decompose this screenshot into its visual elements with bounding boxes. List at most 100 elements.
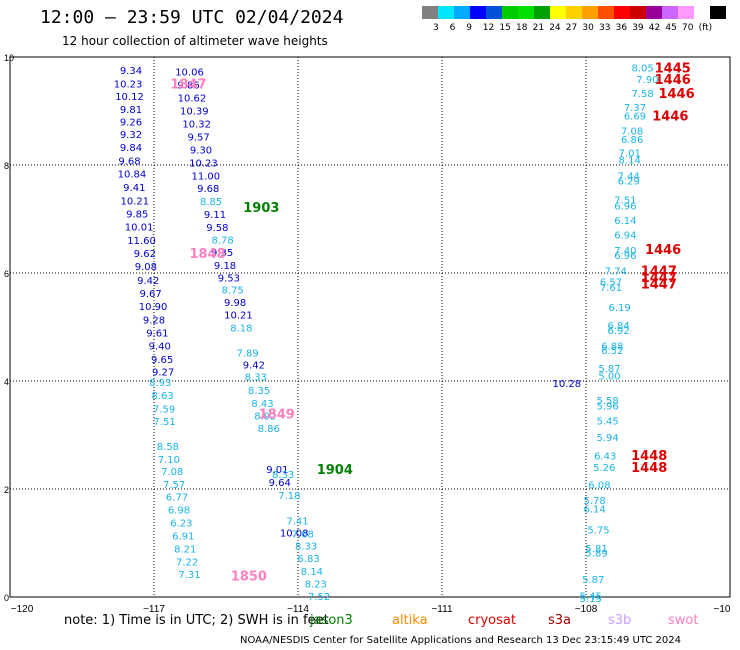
footer-credit: NOAA/NESDIS Center for Satellite Applica… (240, 635, 682, 646)
wave-height-point: 10.06 (175, 68, 204, 79)
wave-height-point: 7.90 (636, 75, 658, 86)
scale-swatch (518, 6, 534, 19)
pass-time-label: 1446 (655, 73, 691, 88)
wave-height-point: 8.35 (248, 386, 270, 397)
y-tick-label: 0 (4, 593, 9, 603)
scale-label: 24 (549, 23, 561, 33)
wave-height-point: 6.57 (600, 278, 622, 289)
pass-time-label: 1447 (641, 277, 677, 292)
scale-label: 70 (682, 23, 694, 33)
wave-height-point: 9.58 (206, 223, 228, 234)
wave-height-point: 7.57 (163, 480, 185, 491)
pass-time-label: 1446 (645, 243, 681, 258)
scale-swatch (662, 6, 678, 19)
wave-height-point: 9.81 (120, 105, 142, 116)
wave-height-point: 10.39 (180, 106, 209, 117)
wave-height-point: 6.69 (624, 111, 646, 122)
pass-time-label: 1848 (190, 247, 226, 262)
scale-label: 27 (565, 23, 578, 33)
x-tick-label: −120 (11, 604, 34, 615)
wave-height-point: 7.68 (292, 529, 314, 540)
wave-height-point: 10.84 (118, 170, 147, 181)
pass-time-label: 1448 (631, 449, 667, 464)
scale-label: 6 (449, 23, 456, 33)
wave-height-point: 7.22 (176, 557, 198, 568)
wave-height-point: 7.51 (153, 417, 175, 428)
scale-label: 12 (482, 23, 495, 33)
color-scale-labels: 3 6 9 12 15 18 21 24 27 30 33 36 39 42 45 70 (ft) (422, 23, 740, 35)
wave-height-point: 7.10 (158, 455, 180, 466)
color-scale: 3 6 9 12 15 18 21 24 27 30 33 36 39 42 45 70 (ft) (422, 6, 726, 33)
scale-label: 18 (516, 23, 528, 33)
pass-time-label: 1448 (631, 461, 667, 476)
wave-height-point: 10.12 (115, 92, 144, 103)
pass-time-label: 1446 (658, 87, 694, 102)
scale-swatch (582, 6, 598, 19)
wave-height-point: 9.57 (188, 132, 210, 143)
wave-height-point: 5.26 (593, 463, 615, 474)
scale-label: (ft) (698, 23, 713, 33)
wave-height-point: 9.64 (269, 478, 291, 489)
wave-height-point: 7.59 (153, 405, 175, 416)
x-tick-label: −108 (575, 604, 598, 615)
scale-swatch (454, 6, 470, 19)
wave-height-point: 9.28 (143, 315, 165, 326)
pass-time-label: 1847 (170, 77, 206, 92)
plot-frame (9, 56, 731, 598)
wave-height-point: 6.08 (588, 481, 610, 492)
wave-height-point: 8.63 (152, 391, 174, 402)
wave-height-point: 5.45 (580, 591, 602, 602)
wave-height-point: 5.58 (596, 396, 618, 407)
wave-height-point: 6.98 (168, 506, 190, 517)
scale-label: 15 (499, 23, 511, 33)
wave-height-point: 7.58 (632, 89, 654, 100)
wave-height-point: 8.85 (200, 197, 222, 208)
wave-height-point: 9.35 (211, 248, 233, 259)
wave-height-point: 9.08 (135, 262, 157, 273)
scale-swatch (646, 6, 662, 19)
wave-height-point: 9.67 (140, 289, 162, 300)
wave-height-point: 7.01 (619, 149, 641, 160)
scale-label: 33 (599, 23, 611, 33)
wave-height-point: 9.42 (137, 276, 159, 287)
wave-height-point: 7.08 (621, 126, 643, 137)
wave-height-point: 9.27 (152, 367, 174, 378)
wave-height-point: 6.19 (608, 303, 630, 314)
scale-label: 9 (466, 23, 472, 33)
wave-height-point: 8.93 (149, 378, 171, 389)
wave-height-point: 8.33 (295, 542, 317, 553)
wave-height-point: 9.34 (120, 66, 142, 77)
wave-height-point: 8.86 (258, 424, 280, 435)
y-tick-label: 2 (4, 485, 9, 495)
pass-time-label: 1904 (317, 463, 353, 478)
wave-height-point: 6.91 (172, 531, 194, 542)
wave-height-point: 8.21 (174, 544, 196, 555)
wave-height-point: 9.68 (118, 157, 140, 168)
pass-time-label: 1445 (655, 61, 691, 76)
wave-height-point: 10.08 (280, 529, 309, 540)
wave-height-point: 6.94 (614, 231, 636, 242)
wave-height-point: 5.94 (596, 433, 618, 444)
wave-height-point: 10.90 (139, 302, 168, 313)
satellite-legend-item: s3b (608, 613, 632, 628)
wave-height-point: 7.52 (308, 592, 330, 603)
wave-height-point: 7.61 (600, 283, 622, 294)
wave-height-point: 5.87 (598, 364, 620, 375)
wave-height-point: 11.00 (192, 171, 221, 182)
wave-height-point: 8.33 (245, 373, 267, 384)
wave-height-point: 9.11 (204, 210, 226, 221)
scale-swatch (534, 6, 550, 19)
wave-height-point: 6.86 (621, 135, 643, 146)
wave-height-point: 5.89 (585, 549, 607, 560)
scale-swatch (550, 6, 566, 19)
scale-swatch (438, 6, 454, 19)
wave-height-point: 10.32 (182, 119, 211, 130)
scale-label: 3 (433, 23, 439, 33)
wave-height-point: 9.68 (197, 184, 219, 195)
satellite-legend-item: altika (392, 613, 428, 628)
wave-height-point: 8.05 (632, 63, 654, 74)
wave-height-point: 5.81 (585, 544, 607, 555)
wave-height-point: 9.65 (151, 355, 173, 366)
wave-height-point: 9.86 (177, 81, 199, 92)
